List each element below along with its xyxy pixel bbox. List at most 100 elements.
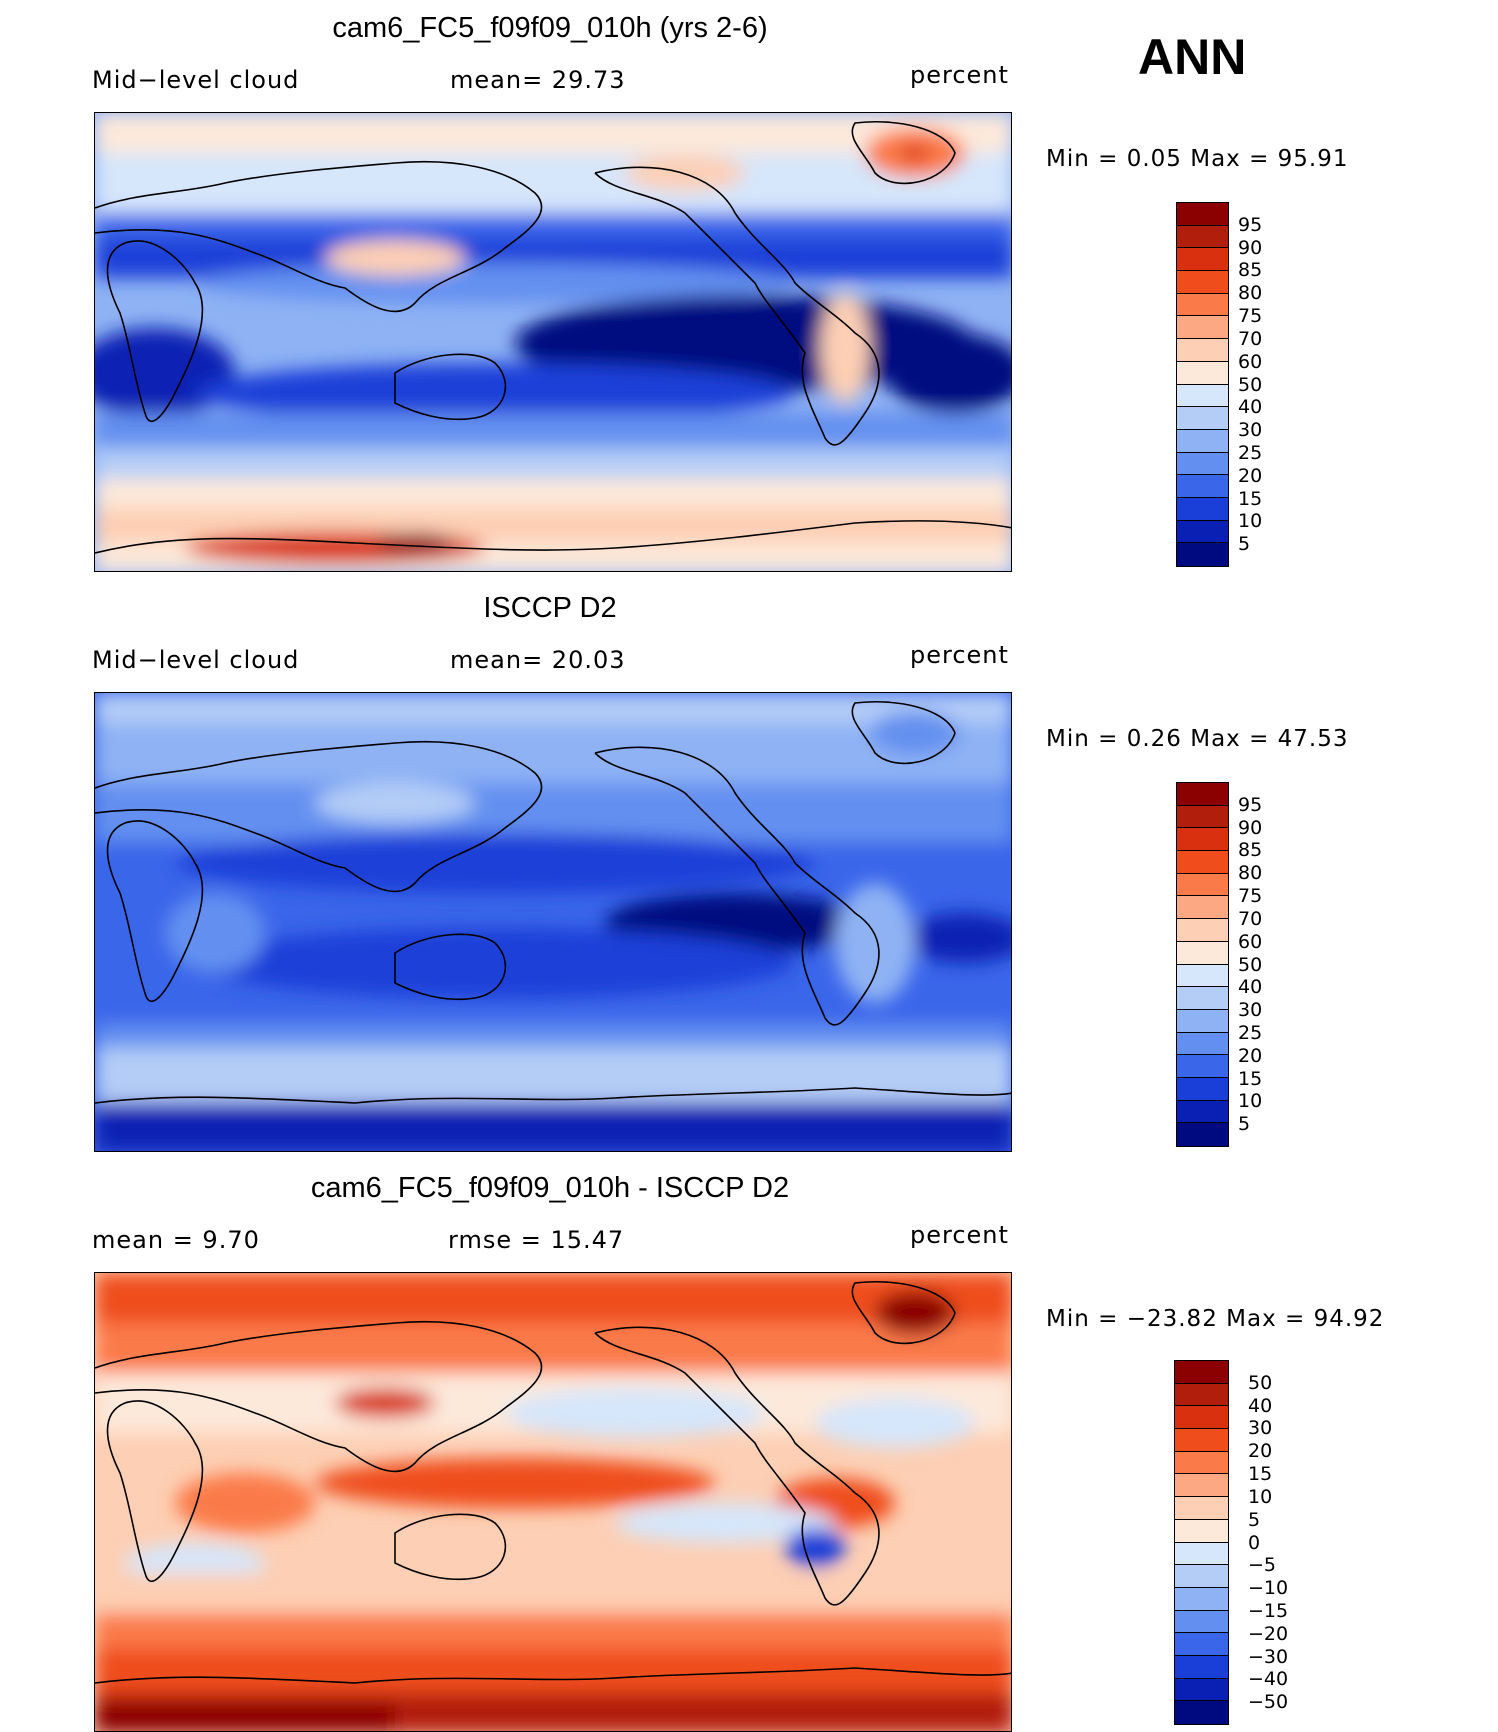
panel-2-map [94,692,1012,1152]
colorbar-swatch [1175,1519,1228,1543]
colorbar-swatch [1177,293,1228,317]
colorbar-swatch [1175,1542,1228,1566]
colorbar-tick-label: −15 [1248,1599,1289,1622]
colorbar-tick-label: 80 [1238,862,1263,885]
colorbar-tick-label: 30 [1238,999,1263,1022]
colorbar-tick-label: 30 [1248,1417,1273,1440]
colorbar-swatch [1177,828,1228,852]
colorbar-swatch [1177,316,1228,340]
colorbar-tick-label: 40 [1238,396,1263,419]
colorbar-swatch [1175,1565,1228,1588]
colorbar-swatch [1175,1474,1228,1498]
colorbar-tick-label: 15 [1248,1463,1273,1486]
colorbar-tick-label: 5 [1248,1508,1261,1531]
season-label: ANN [1138,29,1247,85]
colorbar-tick-label: 50 [1248,1371,1273,1394]
colorbar-tick-label: 80 [1238,282,1263,305]
colorbar-tick-label: 10 [1238,510,1263,533]
panel-1-coastlines [95,120,1011,554]
panel-2-minmax: Min = 0.26 Max = 47.53 [1046,726,1349,752]
panel-3-title: cam6_FC5_f09f09_010h - ISCCP D2 [310,1172,790,1204]
colorbar-swatch [1177,1032,1228,1056]
panel-2-colorbar [1176,782,1229,1147]
colorbar-swatch [1177,475,1228,498]
colorbar-swatch [1177,497,1228,521]
panel-2-mean-label: mean= 20.03 [450,646,626,674]
panel-3-rmse-label: rmse = 15.47 [448,1226,625,1254]
panel-1-variable-label: Mid−level cloud [92,66,300,94]
colorbar-tick-label: 70 [1238,907,1263,930]
colorbar-tick-label: 95 [1238,793,1263,816]
panel-2-units-label: percent [910,641,1009,669]
colorbar-swatch [1177,1009,1228,1033]
colorbar-tick-label: 60 [1238,350,1263,373]
colorbar-tick-label: 40 [1238,976,1263,999]
colorbar-swatch [1177,1055,1228,1078]
colorbar-tick-label: 95 [1238,213,1263,236]
panel-1-map-graphic [95,113,1011,571]
colorbar-tick-label: 20 [1248,1440,1273,1463]
panel-1-minmax: Min = 0.05 Max = 95.91 [1046,146,1349,172]
colorbar-tick-label: 25 [1238,441,1263,464]
colorbar-swatch [1177,203,1228,226]
colorbar-swatch [1177,941,1228,965]
colorbar-swatch [1175,1497,1228,1520]
colorbar-tick-label: −20 [1248,1622,1289,1645]
colorbar-tick-label: 50 [1238,953,1263,976]
panel-3-minmax: Min = −23.82 Max = 94.92 [1046,1306,1385,1332]
colorbar-swatch [1177,805,1228,829]
colorbar-tick-label: 60 [1238,930,1263,953]
colorbar-tick-label: 20 [1238,464,1263,487]
panel-3-mean-label: mean = 9.70 [92,1226,260,1254]
panel-3-map [94,1272,1012,1732]
colorbar-tick-label: 70 [1238,327,1263,350]
colorbar-swatch [1177,896,1228,920]
colorbar-swatch [1175,1406,1228,1430]
colorbar-swatch [1177,248,1228,272]
colorbar-swatch [1175,1361,1228,1384]
colorbar-swatch [1175,1429,1228,1452]
colorbar-tick-label: −30 [1248,1645,1289,1668]
colorbar-swatch [1177,543,1228,566]
colorbar-swatch [1175,1383,1228,1407]
colorbar-tick-label: 5 [1238,533,1251,556]
colorbar-swatch [1175,1655,1228,1679]
panel-1-title: cam6_FC5_f09f09_010h (yrs 2-6) [332,12,768,44]
panel-1-map [94,112,1012,572]
colorbar-swatch [1177,873,1228,897]
colorbar-swatch [1175,1610,1228,1634]
colorbar-tick-label: 90 [1238,816,1263,839]
colorbar-tick-label: 85 [1238,259,1263,282]
panel-3-map-graphic [95,1273,1011,1731]
panel-2-title: ISCCP D2 [483,592,617,624]
colorbar-swatch [1175,1633,1228,1656]
colorbar-swatch [1177,452,1228,476]
colorbar-swatch [1177,361,1228,385]
colorbar-swatch [1177,339,1228,362]
panel-3-colorbar [1174,1360,1229,1725]
colorbar-tick-label: 15 [1238,487,1263,510]
colorbar-swatch [1175,1701,1228,1724]
panel-3-coastlines [95,1280,1011,1684]
colorbar-tick-label: −50 [1248,1691,1289,1714]
colorbar-swatch [1177,384,1228,408]
colorbar-tick-label: −5 [1248,1554,1277,1577]
panel-1-mean-label: mean= 29.73 [450,66,626,94]
colorbar-tick-label: 5 [1238,1113,1251,1136]
panel-1-units-label: percent [910,61,1009,89]
colorbar-swatch [1177,1100,1228,1124]
colorbar-swatch [1177,964,1228,988]
panel-2-map-graphic [95,693,1011,1151]
colorbar-swatch [1177,520,1228,544]
colorbar-tick-label: 20 [1238,1044,1263,1067]
colorbar-tick-label: 25 [1238,1021,1263,1044]
colorbar-tick-label: 15 [1238,1067,1263,1090]
colorbar-tick-label: 85 [1238,839,1263,862]
colorbar-swatch [1175,1587,1228,1611]
colorbar-tick-label: 30 [1238,419,1263,442]
colorbar-swatch [1177,919,1228,942]
colorbar-tick-label: 40 [1248,1394,1273,1417]
colorbar-swatch [1177,987,1228,1010]
colorbar-swatch [1177,851,1228,874]
colorbar-tick-label: 10 [1248,1485,1273,1508]
